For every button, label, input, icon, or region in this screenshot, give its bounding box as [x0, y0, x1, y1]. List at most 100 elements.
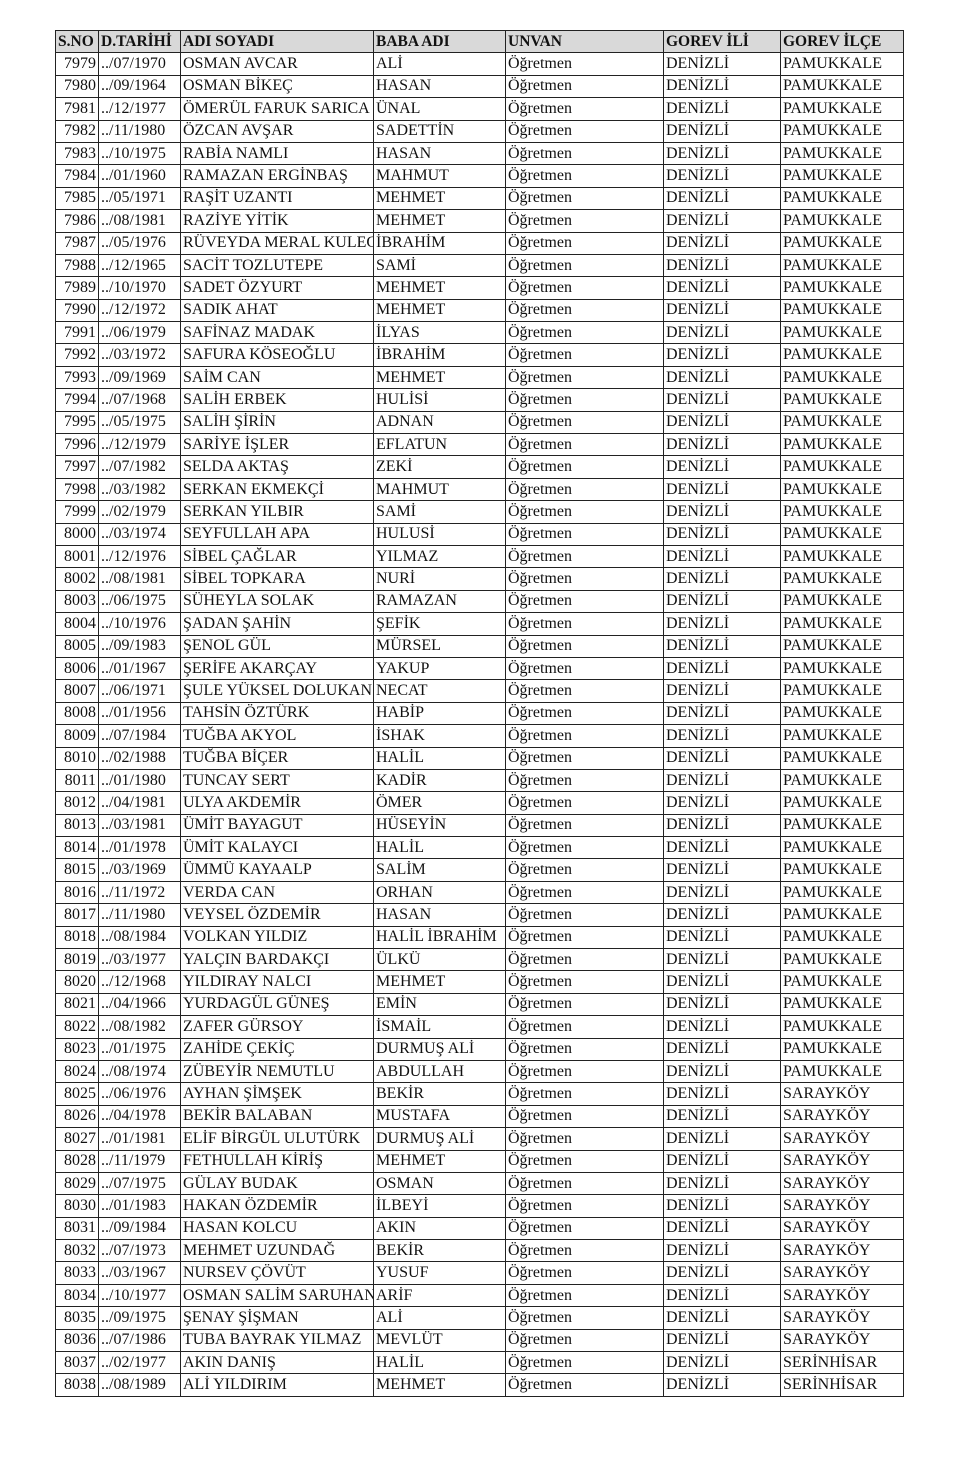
cell-province: DENİZLİ — [663, 724, 781, 748]
cell-sno: 8008 — [55, 701, 99, 726]
cell-name: ZAFER GÜRSOY — [180, 1015, 374, 1039]
cell-birth-date: ../08/1981 — [98, 567, 181, 591]
cell-sno: 8027 — [55, 1127, 99, 1151]
cell-name: FETHULLAH KİRİŞ — [180, 1149, 374, 1173]
cell-title: Öğretmen — [505, 656, 664, 681]
cell-father-name: NURİ — [373, 567, 506, 591]
cell-father-name: MAHMUT — [373, 477, 506, 502]
cell-sno: 8023 — [55, 1037, 99, 1061]
cell-name: SAİM CAN — [180, 365, 374, 390]
cell-father-name: DURMUŞ ALİ — [373, 1127, 506, 1151]
cell-title: Öğretmen — [505, 1149, 664, 1173]
cell-birth-date: ../07/1986 — [98, 1328, 181, 1353]
cell-sno: 8006 — [55, 656, 99, 681]
cell-district: PAMUKKALE — [780, 992, 904, 1017]
cell-father-name: SADETTİN — [373, 119, 506, 143]
cell-district: SARAYKÖY — [780, 1306, 904, 1330]
cell-sno: 8002 — [55, 567, 99, 591]
table-row: 8032 ../07/1973 MEHMET UZUNDAĞ BEKİR Öğretme… — [55, 1239, 904, 1263]
cell-sno: 7982 — [55, 119, 99, 143]
cell-name: TUBA BAYRAK YILMAZ — [180, 1328, 374, 1353]
cell-name: ŞENOL GÜL — [180, 634, 374, 658]
cell-father-name: HABİP — [373, 701, 506, 726]
cell-title: Öğretmen — [505, 1194, 664, 1218]
cell-title: Öğretmen — [505, 791, 664, 815]
cell-father-name: HULUSİ — [373, 522, 506, 546]
cell-province: DENİZLİ — [663, 231, 781, 255]
cell-title: Öğretmen — [505, 1037, 664, 1061]
cell-name: ZAHİDE ÇEKİÇ — [180, 1037, 374, 1061]
cell-name: RABİA NAMLI — [180, 141, 374, 166]
cell-sno: 7996 — [55, 433, 99, 457]
table-row: 7984 ../01/1960 RAMAZAN ERGİNBAŞ MAHMUT Öğre… — [55, 164, 904, 188]
table-row: 7997 ../07/1982 SELDA AKTAŞ ZEKİ Öğretmen DEN… — [55, 455, 904, 479]
cell-birth-date: ../11/1979 — [98, 1149, 181, 1173]
cell-district: PAMUKKALE — [780, 119, 904, 143]
cell-province: DENİZLİ — [663, 119, 781, 143]
cell-name: SERKAN EKMEKÇİ — [180, 477, 374, 502]
table-row: 8037 ../02/1977 AKIN DANIŞ HALİL Öğretmen DEN… — [55, 1351, 904, 1375]
cell-title: Öğretmen — [505, 276, 664, 300]
cell-district: PAMUKKALE — [780, 209, 904, 233]
header-birth-date: D.TARİHİ — [98, 29, 181, 54]
cell-birth-date: ../01/1981 — [98, 1127, 181, 1151]
cell-name: RAZİYE YİTİK — [180, 209, 374, 233]
cell-province: DENİZLİ — [663, 791, 781, 815]
cell-title: Öğretmen — [505, 1328, 664, 1353]
table-row: 8003 ../06/1975 SÜHEYLA SOLAK RAMAZAN Öğretm… — [55, 589, 904, 614]
cell-district: PAMUKKALE — [780, 589, 904, 614]
cell-father-name: YILMAZ — [373, 544, 506, 569]
cell-province: DENİZLİ — [663, 365, 781, 390]
cell-name: ELİF BİRGÜL ULUTÜRK — [180, 1127, 374, 1151]
cell-birth-date: ../05/1976 — [98, 231, 181, 255]
cell-district: SERİNHİSAR — [780, 1351, 904, 1375]
cell-province: DENİZLİ — [663, 880, 781, 905]
table-row: 8001 ../12/1976 SİBEL ÇAĞLAR YILMAZ Öğretmen… — [55, 544, 904, 569]
cell-father-name: HASAN — [373, 141, 506, 166]
cell-title: Öğretmen — [505, 948, 664, 972]
cell-title: Öğretmen — [505, 343, 664, 367]
cell-birth-date: ../08/1974 — [98, 1059, 181, 1084]
cell-province: DENİZLİ — [663, 925, 781, 950]
cell-sno: 8001 — [55, 544, 99, 569]
cell-sno: 8031 — [55, 1216, 99, 1241]
cell-title: Öğretmen — [505, 724, 664, 748]
cell-title: Öğretmen — [505, 701, 664, 726]
table-row: 8030 ../01/1983 HAKAN ÖZDEMİR İLBEYİ Öğretme… — [55, 1194, 904, 1218]
cell-birth-date: ../12/1972 — [98, 298, 181, 323]
cell-sno: 8000 — [55, 522, 99, 546]
cell-title: Öğretmen — [505, 1015, 664, 1039]
cell-title: Öğretmen — [505, 880, 664, 905]
table-row: 8021 ../04/1966 YURDAGÜL GÜNEŞ EMİN Öğretmen… — [55, 992, 904, 1017]
cell-sno: 8022 — [55, 1015, 99, 1039]
cell-name: ÖMERÜL FARUK SARICA — [180, 97, 374, 121]
cell-district: PAMUKKALE — [780, 141, 904, 166]
table-row: 8019 ../03/1977 YALÇIN BARDAKÇI ÜLKÜ Öğretme… — [55, 948, 904, 972]
table-row: 7993 ../09/1969 SAİM CAN MEHMET Öğretmen DENİ… — [55, 365, 904, 390]
cell-province: DENİZLİ — [663, 544, 781, 569]
cell-name: GÜLAY BUDAK — [180, 1171, 374, 1196]
table-row: 8022 ../08/1982 ZAFER GÜRSOY İSMAİL Öğretmen… — [55, 1015, 904, 1039]
cell-sno: 8003 — [55, 589, 99, 614]
cell-title: Öğretmen — [505, 1306, 664, 1330]
cell-district: SERİNHİSAR — [780, 1373, 904, 1397]
cell-name: RAŞİT UZANTI — [180, 186, 374, 211]
cell-name: YURDAGÜL GÜNEŞ — [180, 992, 374, 1017]
cell-sno: 8037 — [55, 1351, 99, 1375]
cell-province: DENİZLİ — [663, 701, 781, 726]
cell-birth-date: ../12/1968 — [98, 970, 181, 994]
cell-province: DENİZLİ — [663, 1261, 781, 1285]
cell-father-name: EFLATUN — [373, 433, 506, 457]
cell-province: DENİZLİ — [663, 1037, 781, 1061]
cell-province: DENİZLİ — [663, 1059, 781, 1084]
cell-district: PAMUKKALE — [780, 298, 904, 323]
cell-father-name: MEVLÜT — [373, 1328, 506, 1353]
cell-sno: 8038 — [55, 1373, 99, 1397]
cell-district: PAMUKKALE — [780, 925, 904, 950]
cell-province: DENİZLİ — [663, 298, 781, 323]
cell-father-name: SAMİ — [373, 253, 506, 278]
cell-father-name: MEHMET — [373, 1373, 506, 1397]
cell-sno: 7998 — [55, 477, 99, 502]
header-sno: S.NO — [55, 29, 99, 54]
cell-birth-date: ../02/1979 — [98, 500, 181, 524]
